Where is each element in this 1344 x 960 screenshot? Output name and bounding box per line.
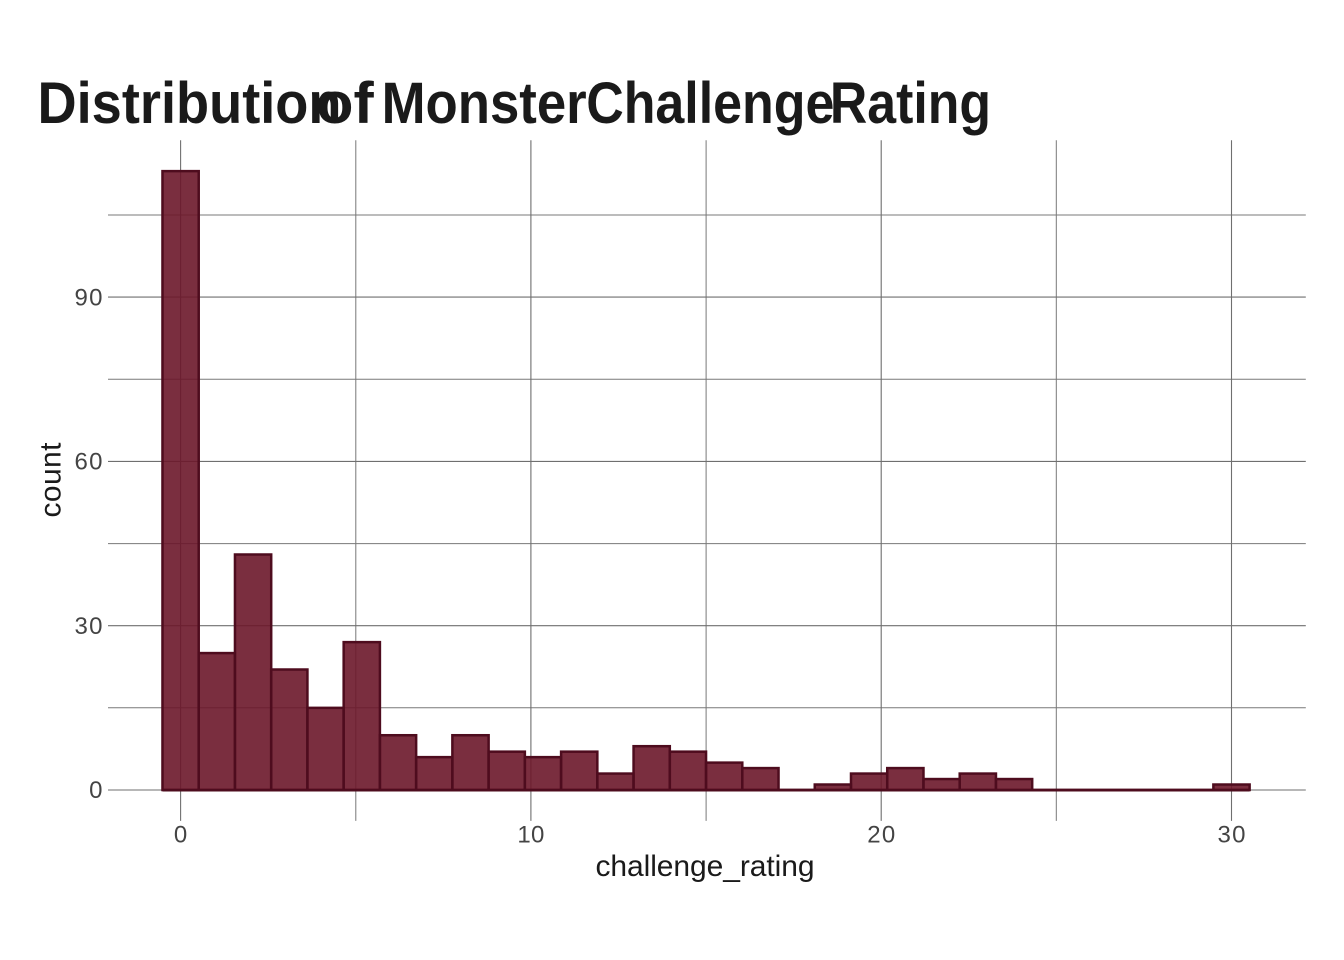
svg-text:20: 20 xyxy=(867,822,895,849)
svg-text:count: count xyxy=(34,442,67,518)
svg-text:0: 0 xyxy=(89,777,102,804)
svg-text:Challenge: Challenge xyxy=(586,71,834,136)
svg-text:90: 90 xyxy=(75,284,103,311)
svg-text:0: 0 xyxy=(174,822,187,849)
svg-text:challenge_rating: challenge_rating xyxy=(596,850,815,883)
svg-text:10: 10 xyxy=(517,822,544,849)
svg-text:Distribution: Distribution xyxy=(38,71,342,136)
svg-text:Monster: Monster xyxy=(382,71,587,136)
svg-text:30: 30 xyxy=(1218,822,1246,849)
svg-text:Rating: Rating xyxy=(830,71,991,136)
svg-text:30: 30 xyxy=(75,613,103,640)
svg-text:60: 60 xyxy=(75,449,103,476)
svg-text:of: of xyxy=(316,71,374,136)
